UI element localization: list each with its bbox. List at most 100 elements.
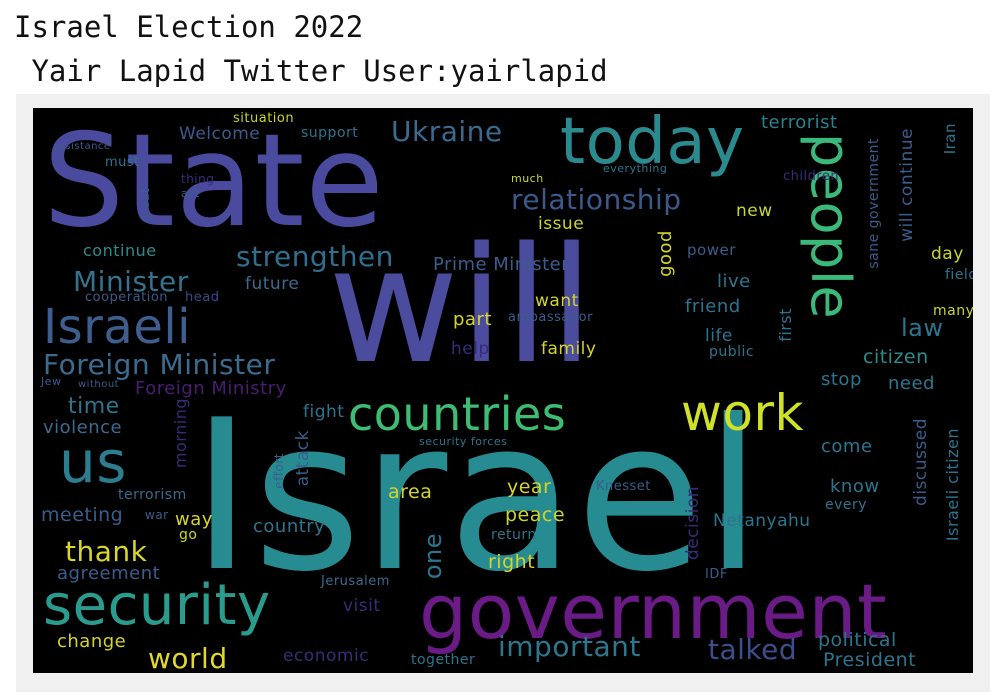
word-effort: effort	[272, 453, 286, 489]
word-prime-minister: Prime Minister	[433, 254, 570, 275]
word-area: area	[388, 481, 433, 503]
page-title: Israel Election 2022	[14, 10, 364, 44]
word-many: many	[933, 303, 973, 319]
word-life: life	[705, 326, 733, 346]
word-together: together	[411, 652, 476, 668]
word-netanyahu: Netanyahu	[713, 511, 811, 531]
word-go: go	[179, 527, 198, 543]
word-come: come	[821, 436, 873, 457]
word-thank: thank	[65, 535, 148, 568]
word-great: great	[138, 188, 152, 223]
word-time: time	[68, 394, 120, 419]
word-support: support	[301, 125, 359, 141]
word-strengthen: strengthen	[236, 240, 394, 273]
word-new: new	[736, 201, 773, 221]
word-return: return	[491, 527, 537, 543]
word-must: must	[105, 155, 140, 170]
word-agreement: agreement	[57, 563, 161, 584]
word-foreign-minister: Foreign Minister	[43, 348, 276, 381]
word-relationship: relationship	[511, 183, 682, 216]
word-peace: peace	[505, 504, 566, 526]
word-law: law	[901, 314, 944, 342]
word-political: political	[818, 629, 897, 651]
word-need: need	[888, 373, 935, 394]
word-israeli: Israeli	[43, 299, 192, 355]
word-way: way	[175, 509, 213, 530]
word-help: help	[451, 339, 490, 359]
word-assistance: assistance	[53, 141, 111, 152]
word-continue: continue	[83, 241, 157, 260]
word-ukraine: Ukraine	[391, 115, 503, 148]
word-terrorism: terrorism	[118, 487, 187, 503]
word-fight: fight	[303, 402, 345, 422]
word-ambassador: ambassador	[508, 310, 593, 325]
word-israeli-citizen: Israeli citizen	[943, 428, 962, 542]
word-terrorist: terrorist	[761, 112, 838, 133]
word-cloud: State will Israel government security co…	[33, 108, 973, 673]
word-every: every	[825, 497, 868, 513]
word-change: change	[57, 631, 127, 652]
word-friend: friend	[685, 296, 741, 317]
word-world: world	[148, 642, 228, 673]
word-war: war	[145, 508, 169, 522]
word-year: year	[507, 476, 552, 498]
word-jew: Jew	[41, 375, 62, 388]
word-security-forces: security forces	[419, 435, 508, 448]
word-attack: attack	[293, 430, 313, 487]
word-state: State	[43, 108, 385, 256]
word-morning: morning	[171, 398, 190, 469]
word-welcome: Welcome	[179, 124, 261, 144]
word-foreign-ministry: Foreign Ministry	[135, 378, 287, 399]
word-countries: countries	[348, 387, 567, 441]
word-discussed: discussed	[911, 418, 931, 506]
word-day: day	[931, 244, 964, 264]
word-family: family	[541, 339, 597, 359]
word-will: will	[328, 212, 595, 399]
word-minister: Minister	[73, 265, 189, 298]
word-cooperation: cooperation	[85, 290, 169, 305]
word-government: government	[419, 567, 888, 656]
word-decision: decision	[683, 486, 703, 561]
word-everything: everything	[603, 162, 668, 175]
word-future: future	[245, 274, 300, 294]
word-violence: violence	[43, 417, 123, 438]
word-know: know	[830, 476, 880, 497]
word-israel: Israel	[191, 376, 763, 618]
word-head: head	[185, 290, 220, 305]
word-thing: thing	[181, 172, 215, 186]
word-idf: IDF	[705, 567, 728, 582]
word-without: without	[78, 379, 120, 390]
word-want: want	[535, 291, 579, 311]
word-part: part	[453, 309, 492, 330]
word-iran: Iran	[941, 123, 959, 155]
word-issue: issue	[538, 214, 585, 234]
word-right: right	[488, 551, 536, 573]
word-sane-government: sane government	[866, 138, 882, 269]
word-field: field	[945, 267, 973, 283]
word-situation: situation	[233, 111, 295, 126]
word-stop: stop	[821, 369, 862, 390]
page-subtitle: Yair Lapid Twitter User:yairlapid	[14, 54, 608, 88]
word-important: important	[498, 630, 641, 663]
word-knesset: Knesset	[596, 479, 651, 494]
word-first: first	[776, 308, 795, 342]
word-security: security	[43, 573, 271, 638]
word-power: power	[687, 241, 736, 259]
word-economic: economic	[283, 646, 370, 666]
word-meeting: meeting	[41, 504, 124, 526]
word-people: people	[799, 133, 862, 320]
word-citizen: citizen	[863, 346, 929, 368]
word-jerusalem: Jerusalem	[321, 574, 390, 589]
word-live: live	[717, 271, 751, 292]
word-much: much	[511, 172, 544, 185]
word-will-continue: will continue	[897, 128, 917, 242]
word-country: country	[253, 516, 326, 537]
word-talked: talked	[708, 633, 798, 666]
word-children: children	[783, 169, 840, 184]
word-public: public	[709, 344, 755, 360]
word-one: one	[419, 533, 447, 580]
word-visit: visit	[343, 596, 381, 616]
word-president: President	[823, 649, 917, 671]
word-work: work	[681, 384, 804, 442]
word-good: good	[655, 230, 676, 277]
